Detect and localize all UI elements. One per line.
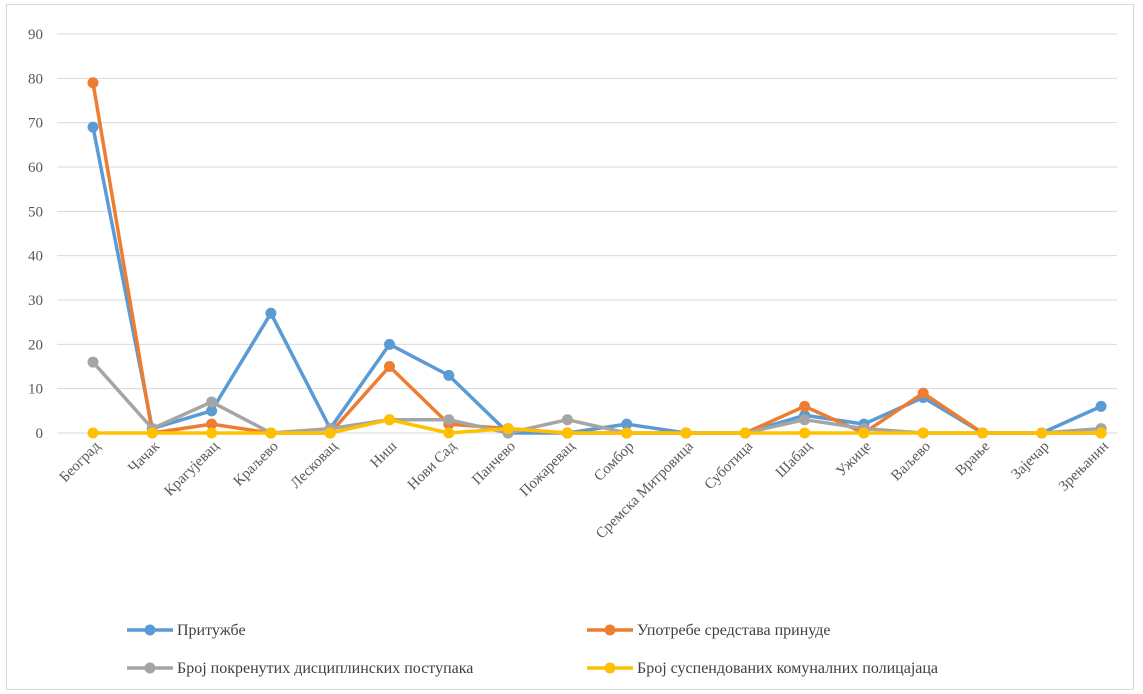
x-tick-label: Шабац: [773, 439, 816, 482]
data-point: [87, 121, 99, 133]
x-tick-label: Лесковац: [288, 439, 341, 492]
chart-frame: 0 10 20 30 40 50 60 70 80 90 Београд Чачак Крагујев…: [6, 4, 1134, 690]
x-tick-label: Зајечар: [1009, 439, 1053, 483]
x-tick-label: Ужице: [833, 438, 875, 480]
y-tick-label: 60: [28, 160, 43, 176]
y-tick-label: 0: [36, 426, 44, 442]
data-point: [561, 427, 573, 439]
series-3: [87, 356, 1107, 439]
x-tick-label: Ваљево: [888, 439, 934, 485]
y-tick-label: 20: [28, 337, 43, 353]
series-2: [87, 77, 1107, 439]
data-point: [621, 418, 633, 430]
data-point: [146, 427, 158, 439]
y-tick-label: 80: [28, 71, 43, 87]
data-point: [1095, 400, 1107, 412]
data-point: [87, 356, 99, 368]
line-chart: 0 10 20 30 40 50 60 70 80 90 Београд ЧачакКрагујев…: [28, 27, 1117, 677]
x-tick-label: Пожаревац: [517, 439, 578, 500]
data-point: [1095, 427, 1107, 439]
data-point: [384, 361, 395, 372]
data-point: [87, 427, 99, 439]
data-point: [443, 414, 455, 426]
data-point: [502, 423, 514, 435]
x-tick-label: Сремска Митровица: [593, 438, 697, 542]
data-point: [917, 387, 929, 399]
data-point: [206, 405, 218, 417]
data-point: [858, 427, 870, 439]
data-point: [917, 427, 929, 439]
data-point: [265, 307, 277, 319]
legend-swatch-marker: [604, 662, 616, 674]
data-point: [561, 414, 573, 426]
data-point: [799, 414, 811, 426]
data-point: [443, 369, 455, 381]
series-line: [93, 417, 1102, 435]
y-tick-label: 90: [28, 27, 43, 43]
x-tick-label: Панчево: [469, 439, 519, 489]
x-tick-label: Врање: [953, 438, 994, 479]
x-tick-label: Крагујевац: [161, 439, 222, 500]
legend-item: Притужбе: [127, 622, 246, 639]
data-point: [680, 427, 692, 439]
legend-label: Притужбе: [177, 622, 246, 639]
y-tick-label: 50: [28, 204, 43, 220]
data-point: [206, 396, 218, 408]
x-tick-label: Нови Сад: [405, 438, 460, 493]
y-tick-label: 40: [28, 249, 43, 265]
legend-item: Употребе средстава принуде: [587, 622, 830, 639]
y-tick-label: 70: [28, 116, 43, 132]
data-point: [324, 427, 336, 439]
legend-label: Број покренутих дисциплинских поступака: [177, 660, 473, 677]
data-point: [621, 427, 633, 439]
data-point: [977, 427, 988, 439]
x-tick-label: Београд: [57, 438, 104, 485]
data-point: [265, 427, 277, 439]
x-tick-label: Краљево: [231, 439, 282, 490]
data-point: [799, 400, 811, 412]
x-tick-label: Зрењанин: [1056, 439, 1112, 495]
data-point: [206, 418, 218, 430]
legend-swatch-marker: [144, 624, 156, 636]
series-line: [91, 126, 1102, 435]
series-4: [87, 414, 1107, 439]
gridlines: [57, 33, 1117, 434]
data-point: [443, 427, 455, 439]
x-tick-label: Чачак: [125, 438, 163, 476]
legend-swatch-marker: [144, 662, 156, 674]
series-line: [91, 360, 1102, 435]
data-point: [206, 427, 218, 439]
data-point: [799, 427, 811, 439]
data-point: [384, 338, 395, 350]
legend-label: Број суспендованих комуналних полицајаца: [637, 660, 938, 677]
legend-swatch-marker: [604, 624, 616, 636]
y-tick-label: 10: [28, 382, 43, 398]
series-1: [87, 121, 1107, 439]
series-line: [91, 82, 1102, 435]
legend-label: Употребе средстава принуде: [637, 622, 830, 639]
legend: Притужбе Употребе средстава принуде Број п…: [127, 622, 938, 677]
y-axis-ticks: 0 10 20 30 40 50 60 70 80 90: [28, 27, 43, 442]
x-tick-label: Ниш: [368, 438, 401, 471]
legend-item: Број суспендованих комуналних полицајаца: [587, 660, 938, 677]
data-point: [87, 77, 99, 89]
data-point: [1036, 427, 1048, 439]
legend-item: Број покренутих дисциплинских поступака: [127, 660, 473, 677]
data-point: [384, 414, 395, 426]
x-tick-label: Суботица: [702, 438, 757, 493]
y-tick-label: 30: [28, 293, 43, 309]
data-point: [739, 427, 751, 439]
series-lines: [87, 77, 1107, 439]
x-tick-label: Сомбор: [591, 439, 637, 485]
